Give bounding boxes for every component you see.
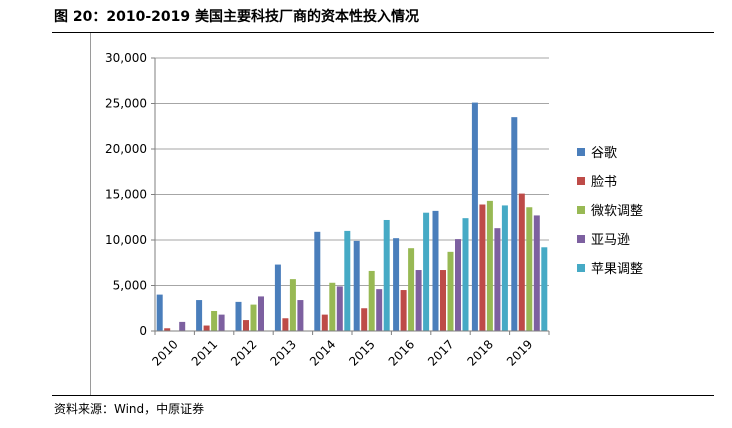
x-tick-label: 2014 xyxy=(307,337,338,368)
y-tick-label: 10,000 xyxy=(105,233,147,247)
y-tick-label: 0 xyxy=(139,324,147,338)
x-tick-labels: 2010 2011 2012 2013 2014 2015 2016 2017 2018 2019 xyxy=(149,337,535,368)
y-tick-label: 20,000 xyxy=(105,142,147,156)
y-tick-label: 30,000 xyxy=(105,51,147,65)
legend-swatch xyxy=(577,206,585,214)
bar-4-2017 xyxy=(455,239,461,331)
x-tick-label: 2017 xyxy=(425,337,456,368)
bar-1-2012 xyxy=(235,301,242,331)
legend-swatch xyxy=(577,177,585,185)
bar-1-2016 xyxy=(393,238,400,331)
x-tick-label: 2019 xyxy=(504,337,535,368)
bar-2-2017 xyxy=(440,270,446,331)
y-tick-label: 25,000 xyxy=(105,97,147,111)
legend-label: 微软调整 xyxy=(591,204,643,219)
bar-4-2019 xyxy=(533,215,540,331)
bar-1-2014 xyxy=(314,231,321,331)
legend-label: 苹果调整 xyxy=(591,262,643,277)
y-tick-label: 15,000 xyxy=(105,188,147,202)
x-tick-label: 2018 xyxy=(465,337,496,368)
bar-4-2012 xyxy=(258,296,264,331)
bar-1-2011 xyxy=(196,300,203,331)
axes xyxy=(151,57,550,335)
bar-3-2018 xyxy=(486,200,493,331)
bar-3-2014 xyxy=(329,282,336,331)
bar-1-2019 xyxy=(511,117,518,332)
bar-2-2016 xyxy=(400,290,407,331)
legend-label: 亚马逊 xyxy=(591,233,630,248)
bar-4-2015 xyxy=(376,289,383,331)
bar-3-2013 xyxy=(289,279,296,331)
bar-4-2018 xyxy=(494,228,501,331)
bar-2-2013 xyxy=(282,318,289,331)
x-tick-label: 2016 xyxy=(386,337,417,368)
chart-frame-left xyxy=(90,33,91,395)
bar-3-2011 xyxy=(211,310,218,331)
bar-4-2014 xyxy=(336,286,343,331)
bar-1-2018 xyxy=(471,102,478,331)
bar-2-2010 xyxy=(164,328,171,331)
bar-5-2015 xyxy=(383,219,390,331)
legend-swatch xyxy=(577,148,585,156)
legend-label: 谷歌 xyxy=(591,146,617,161)
bar-4-2010 xyxy=(179,321,186,331)
x-tick-label: 2013 xyxy=(268,337,299,368)
bar-3-2015 xyxy=(368,270,375,331)
bar-1-2013 xyxy=(274,264,281,331)
title-rule xyxy=(52,32,714,33)
legend-swatch xyxy=(577,235,585,243)
source-rule xyxy=(52,395,714,396)
x-tick-label: 2011 xyxy=(189,337,220,368)
bar-2-2015 xyxy=(361,308,368,331)
bar-4-2016 xyxy=(415,270,422,331)
bar-2-2011 xyxy=(203,325,210,331)
x-tick-label: 2015 xyxy=(346,337,377,368)
legend-label: 脸书 xyxy=(591,175,617,190)
bar-1-2017 xyxy=(432,210,439,331)
bar-2-2018 xyxy=(479,204,486,331)
bar-3-2019 xyxy=(526,207,533,331)
bar-3-2017 xyxy=(447,251,454,331)
bar-5-2017 xyxy=(462,218,469,331)
capex-bar-chart: 0 5,000 10,000 15,000 20,000 25,000 30,000 201… xyxy=(105,51,643,369)
x-tick-label: 2012 xyxy=(228,337,259,368)
bar-5-2019 xyxy=(541,247,548,331)
bar-1-2010 xyxy=(156,294,163,331)
bar-5-2018 xyxy=(501,205,508,331)
bar-2-2019 xyxy=(518,193,525,331)
bar-3-2016 xyxy=(408,248,415,331)
bar-5-2016 xyxy=(423,212,430,331)
figure-title: 图 20：2010-2019 美国主要科技厂商的资本性投入情况 xyxy=(54,9,419,25)
bar-3-2012 xyxy=(250,304,257,331)
bar-4-2011 xyxy=(218,314,225,331)
bar-4-2013 xyxy=(297,300,304,331)
x-tick-label: 2010 xyxy=(149,337,180,368)
legend-swatch xyxy=(577,264,585,272)
bar-5-2014 xyxy=(344,230,351,331)
bar-2-2012 xyxy=(243,320,249,331)
y-tick-labels: 0 5,000 10,000 15,000 20,000 25,000 30,000 xyxy=(105,51,147,338)
y-tick-label: 5,000 xyxy=(113,279,147,293)
bars xyxy=(156,102,548,332)
source-note: 资料来源：Wind，中原证券 xyxy=(54,402,205,416)
bar-2-2014 xyxy=(321,314,328,331)
bar-1-2015 xyxy=(353,240,360,331)
